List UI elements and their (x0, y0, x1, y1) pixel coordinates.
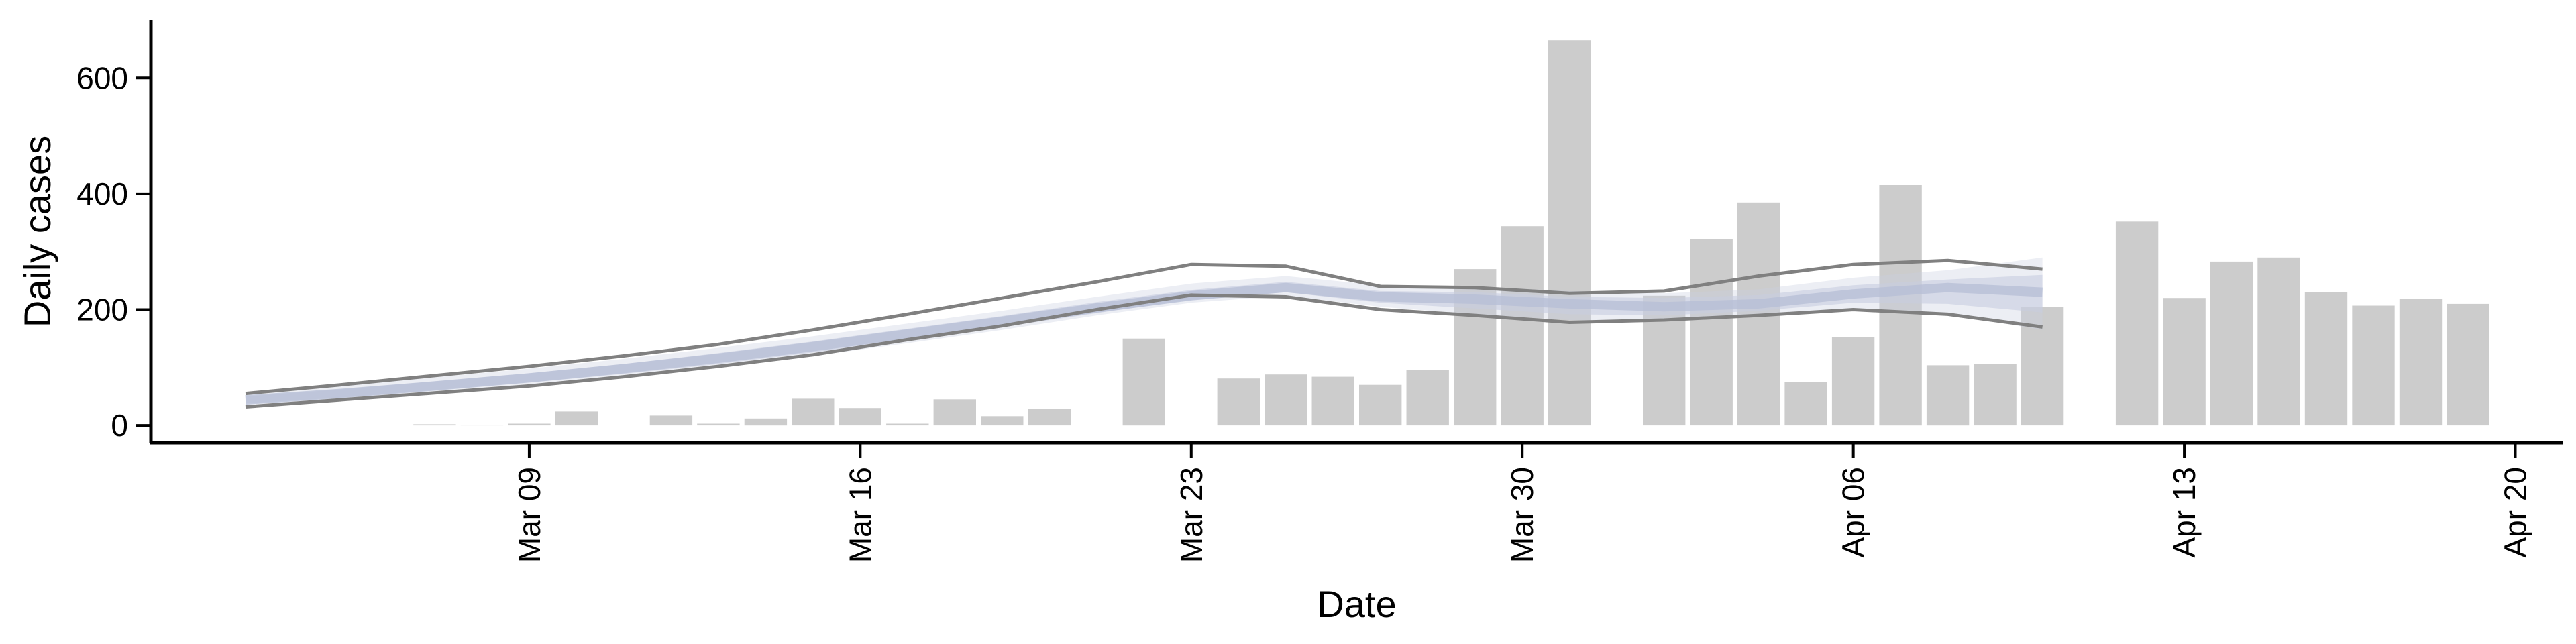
bar-2020-04-13 (2163, 298, 2206, 426)
bar-2020-03-07 (413, 424, 456, 426)
x-ticks: Mar 09 Mar 16 Mar 23 Mar 30 Apr 06 Apr 13 Apr … (512, 443, 2533, 563)
estimate-line-upper (245, 258, 2043, 396)
x-tick-label-Apr-13: Apr 13 (2167, 467, 2202, 558)
bar-2020-03-22 (1122, 338, 1165, 426)
bar-2020-03-10 (555, 411, 598, 426)
x-axis-title: Date (1317, 583, 1396, 625)
estimate-lines-layer (245, 258, 2043, 409)
y-ticks: 0 200 400 600 (76, 60, 151, 443)
bar-2020-04-03 (1690, 239, 1733, 426)
x-tick-label-Mar-23: Mar 23 (1174, 467, 1209, 563)
bar-2020-03-12 (649, 415, 693, 426)
bar-2020-04-17 (2352, 305, 2395, 426)
bar-2020-04-02 (1643, 295, 1686, 426)
bars-layer (413, 40, 2489, 426)
bar-2020-04-05 (1784, 382, 1827, 426)
bar-2020-03-26 (1311, 376, 1354, 426)
bar-2020-03-31 (1548, 40, 1591, 426)
bar-2020-04-07 (1879, 185, 1922, 426)
estimate-line-lower (245, 293, 2043, 409)
bar-2020-03-28 (1406, 370, 1449, 426)
y-tick-label-400: 400 (76, 176, 128, 211)
bar-2020-04-19 (2447, 303, 2489, 426)
x-tick-label-Mar-30: Mar 30 (1505, 467, 1540, 563)
y-tick-label-200: 200 (76, 292, 128, 327)
bar-2020-03-20 (1028, 409, 1071, 426)
x-tick-label-Mar-09: Mar 09 (512, 467, 547, 563)
bar-2020-04-06 (1831, 337, 1875, 426)
y-axis-title: Daily cases (16, 136, 58, 327)
bar-2020-03-13 (697, 423, 740, 426)
bar-2020-03-19 (981, 416, 1024, 426)
bar-2020-03-25 (1265, 374, 1307, 426)
bar-2020-03-09 (508, 423, 551, 426)
x-tick-label-Mar-16: Mar 16 (843, 467, 877, 563)
bar-2020-03-27 (1359, 384, 1402, 426)
bar-2020-04-15 (2257, 257, 2300, 426)
x-tick-label-Apr-20: Apr 20 (2498, 467, 2533, 558)
y-tick-label-600: 600 (76, 60, 128, 95)
bar-2020-03-17 (886, 423, 929, 426)
x-tick-label-Apr-06: Apr 06 (1836, 467, 1871, 558)
bar-2020-03-14 (744, 418, 788, 426)
bar-2020-03-18 (933, 399, 976, 426)
bar-2020-04-08 (1926, 365, 1970, 426)
bar-2020-03-30 (1501, 226, 1544, 426)
bar-2020-03-16 (839, 408, 881, 426)
bar-2020-03-15 (792, 398, 835, 426)
axes-layer (149, 20, 2563, 445)
y-tick-label-0: 0 (111, 408, 128, 443)
bar-2020-03-24 (1217, 378, 1260, 426)
bar-2020-04-12 (2115, 221, 2159, 426)
bar-2020-04-14 (2210, 261, 2253, 426)
bar-2020-04-16 (2304, 292, 2348, 426)
bar-2020-04-18 (2399, 299, 2443, 426)
bar-2020-04-09 (1974, 364, 2017, 426)
